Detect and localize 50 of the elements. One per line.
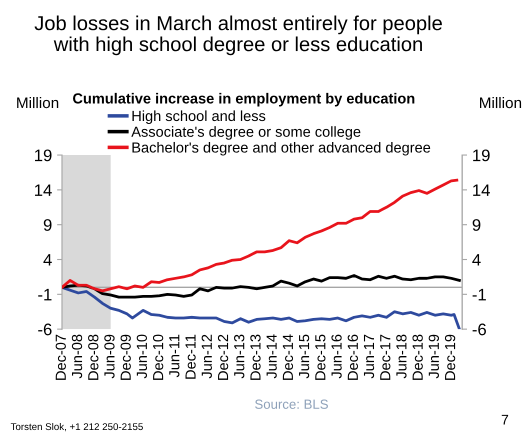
line-series — [62, 286, 461, 330]
legend-label: High school and less — [132, 110, 266, 124]
y-tick-label: 19 — [35, 149, 52, 162]
x-tick-label: Dec-16 — [348, 334, 358, 380]
source-note: Source: BLS — [255, 400, 328, 409]
line-series — [62, 178, 458, 292]
x-tick-label: Jun-17 — [364, 334, 374, 378]
y-tick-label: 9 — [44, 219, 52, 231]
x-tick-label: Dec-10 — [152, 334, 164, 380]
x-tick-label: Jun-11 — [169, 334, 180, 378]
x-tick-label: Jun-16 — [331, 334, 342, 378]
x-tick-label: Jun-15 — [299, 334, 310, 378]
x-tick-label: Jun-19 — [428, 334, 439, 378]
x-tick-label: Dec-07 — [56, 334, 66, 380]
x-tick-label: Jun-12 — [202, 334, 212, 378]
y2-tick-label: 14 — [473, 184, 490, 196]
y2-axis-title: Million — [480, 96, 522, 108]
text: 7 — [502, 414, 508, 424]
x-tick-label: Dec-12 — [218, 334, 228, 380]
x-tick-label: Dec-14 — [282, 334, 294, 380]
y-tick-label: -1 — [38, 288, 52, 300]
x-tick-label: Jun-10 — [136, 334, 148, 378]
x-tick-label: Jun-09 — [104, 334, 115, 378]
y-tick-label: -6 — [38, 324, 52, 336]
legend-label: Bachelor's degree and other advanced degree — [132, 142, 430, 156]
x-tick-label: Dec-09 — [120, 334, 131, 380]
legend-label: Associate's degree or some college — [131, 126, 360, 140]
x-tick-label: Dec-17 — [380, 334, 390, 380]
x-tick-label: Dec-19 — [444, 334, 456, 380]
chart-subtitle: Cumulative increase in employment by education — [73, 92, 414, 106]
y2-tick-label: 9 — [472, 219, 480, 231]
x-tick-label: Jun-08 — [72, 334, 82, 378]
y2-tick-label: -6 — [472, 324, 486, 336]
x-tick-label: Dec-18 — [412, 334, 423, 380]
chart-title: Job losses in March almost entirely for people with high school degree or less education — [34, 16, 442, 56]
text: Torsten Slok, +1 212 250-2155 — [10, 422, 143, 432]
y-tick-label: 4 — [43, 254, 52, 266]
y-axis-title: Million — [17, 96, 58, 108]
x-tick-label: Dec-13 — [250, 334, 261, 380]
y2-tick-label: 19 — [473, 149, 490, 162]
x-tick-label: Jun-14 — [266, 334, 277, 378]
x-tick-label: Dec-08 — [88, 334, 98, 380]
x-tick-label: Jun-18 — [396, 334, 407, 378]
x-tick-label: Dec-11 — [186, 334, 196, 379]
x-tick-label: Dec-15 — [315, 334, 326, 380]
y2-tick-label: -1 — [472, 288, 486, 300]
line-series — [62, 274, 461, 299]
y-tick-label: 14 — [35, 184, 52, 196]
x-tick-label: Jun-13 — [234, 334, 244, 378]
y2-tick-label: 4 — [472, 254, 481, 266]
